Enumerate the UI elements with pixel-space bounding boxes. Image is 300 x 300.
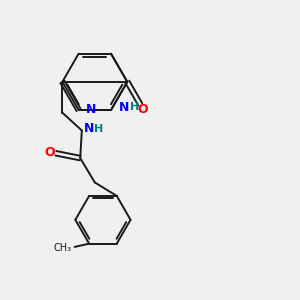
Text: N: N	[83, 122, 94, 135]
Text: N: N	[86, 103, 96, 116]
Text: O: O	[138, 103, 148, 116]
Text: O: O	[45, 146, 55, 159]
Text: H: H	[94, 124, 104, 134]
Text: N: N	[119, 101, 129, 114]
Text: CH₃: CH₃	[54, 243, 72, 253]
Text: H: H	[130, 102, 139, 112]
